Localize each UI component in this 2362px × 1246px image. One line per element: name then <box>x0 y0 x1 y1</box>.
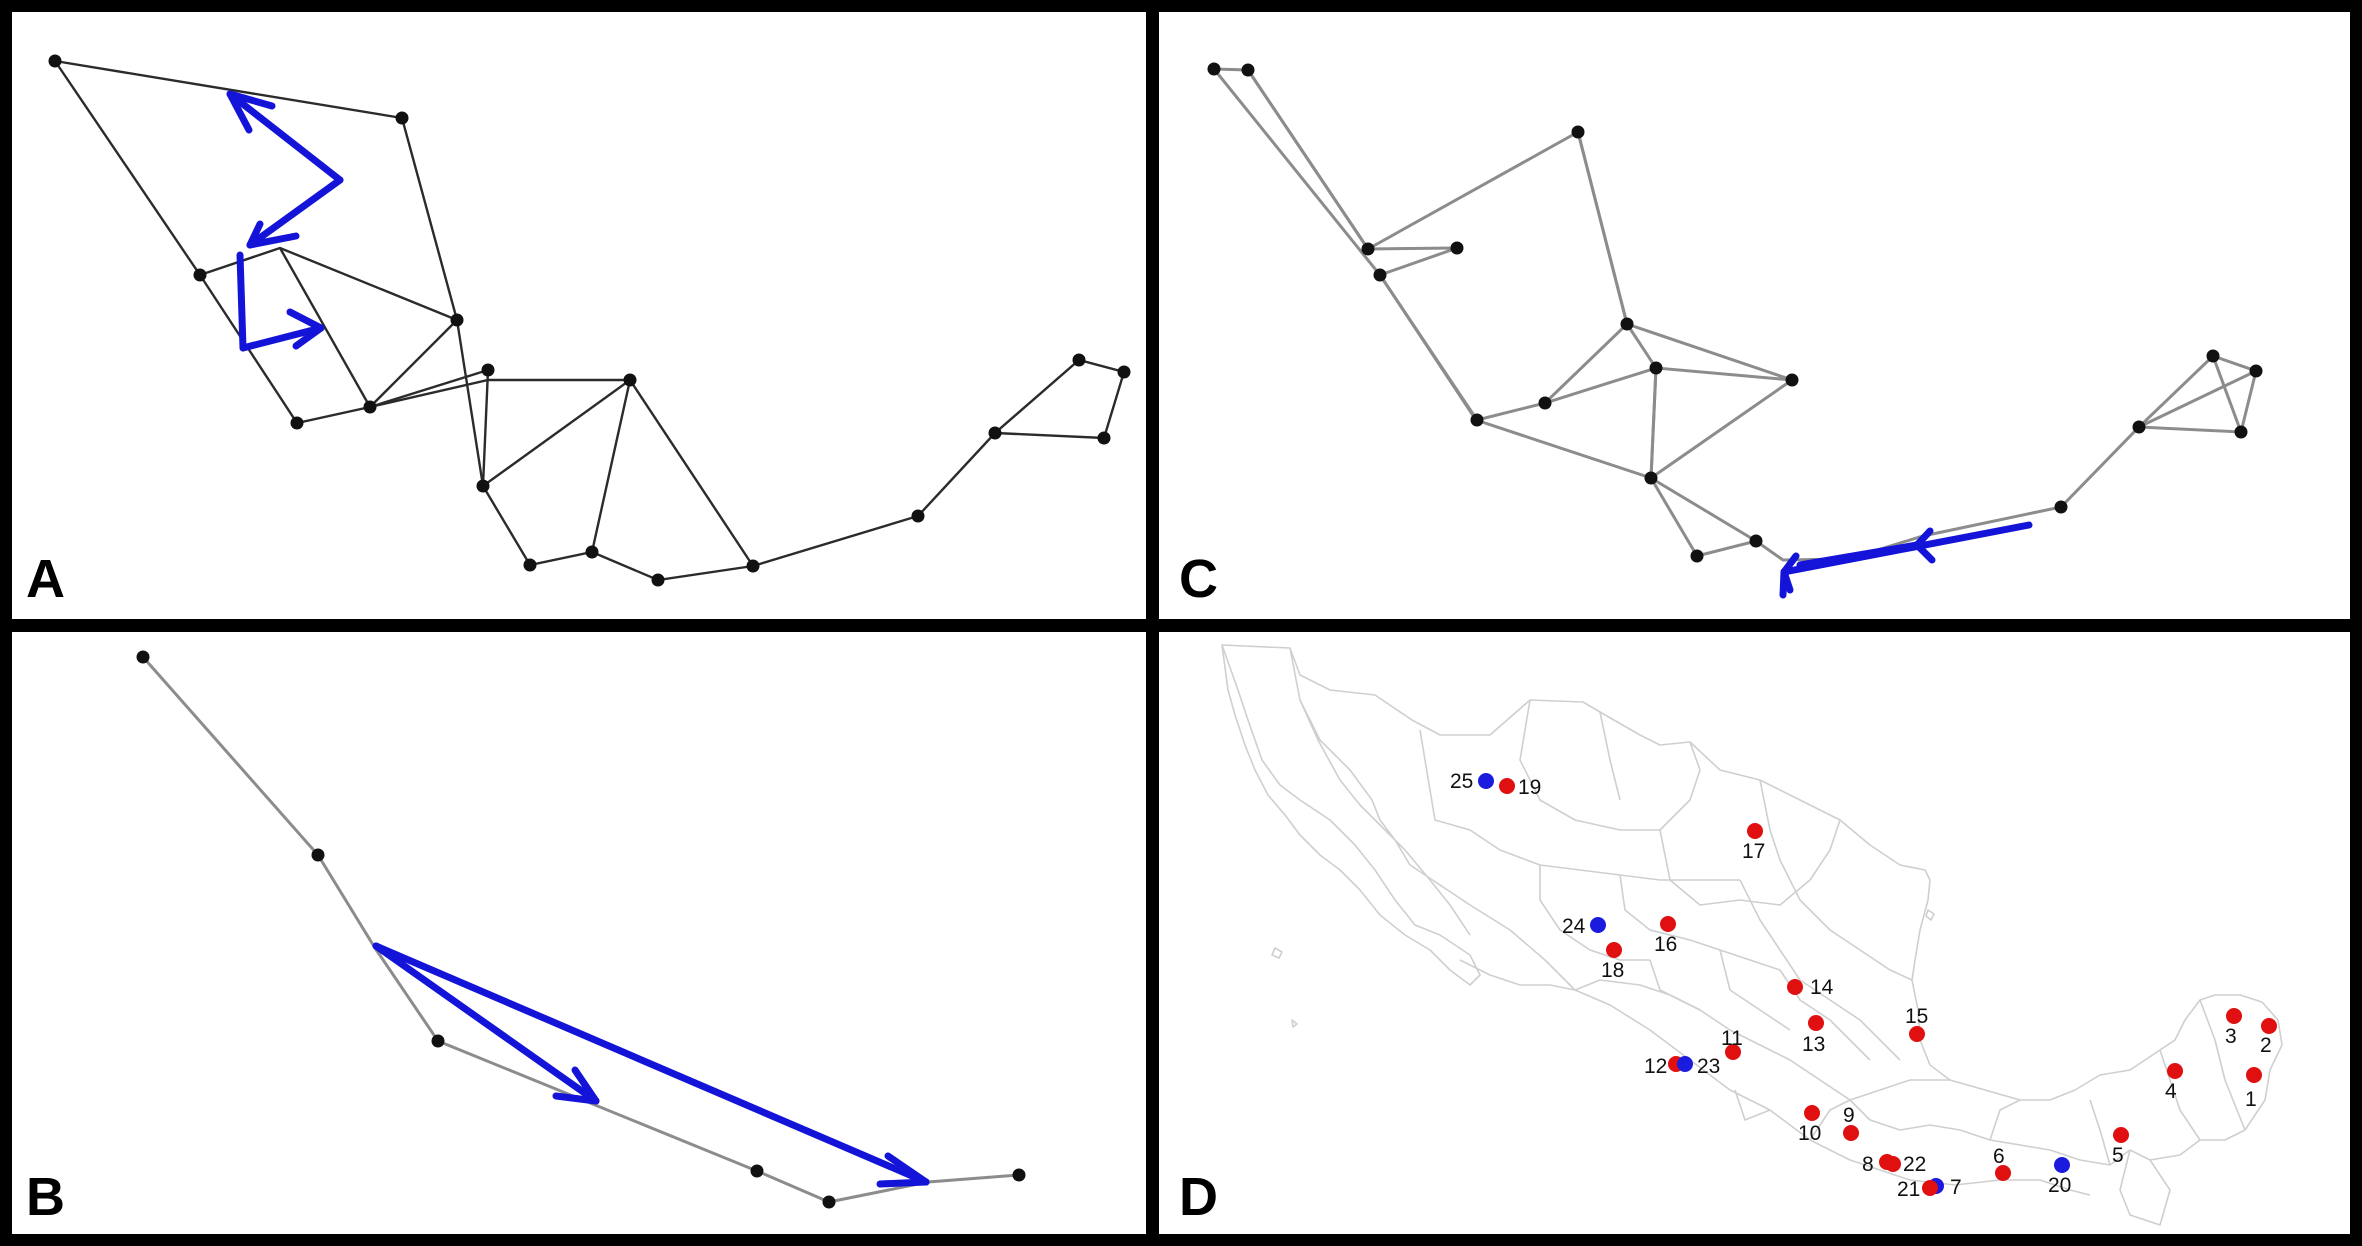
panel-b-migration-arrows <box>372 942 930 1188</box>
site-1-marker <box>2246 1067 2262 1083</box>
site-16-label: 16 <box>1654 933 1677 956</box>
panel-a: A <box>26 54 1131 609</box>
panel-b-letter: B <box>26 1167 65 1227</box>
site-12-label: 12 <box>1644 1055 1667 1078</box>
site-4-marker <box>2167 1063 2183 1079</box>
panel-d-frame <box>1147 620 2362 1246</box>
map-site-markers <box>1478 773 2277 1196</box>
site-2-marker <box>2261 1018 2277 1034</box>
site-13-marker <box>1808 1015 1824 1031</box>
panel-d-letter: D <box>1179 1167 1218 1227</box>
panel-d: 1 2 3 4 5 6 7 8 9 10 11 12 13 14 15 16 1… <box>1179 644 2283 1227</box>
panel-c-migration-arrows <box>1779 521 2033 599</box>
site-1-label: 1 <box>2245 1088 2257 1111</box>
panel-b: B <box>26 650 1026 1227</box>
site-14-label: 14 <box>1810 976 1834 999</box>
panel-a-network-nodes <box>48 54 1131 587</box>
site-7-label: 7 <box>1950 1176 1962 1199</box>
site-25-marker <box>1478 773 1494 789</box>
site-5-label: 5 <box>2112 1144 2124 1167</box>
site-17-marker <box>1747 823 1763 839</box>
site-16-marker <box>1660 916 1676 932</box>
site-21-marker <box>1922 1180 1938 1196</box>
site-3-label: 3 <box>2225 1025 2237 1048</box>
site-9-marker <box>1843 1125 1859 1141</box>
site-6-marker <box>1995 1165 2011 1181</box>
site-24-label: 24 <box>1562 915 1586 938</box>
site-4-label: 4 <box>2165 1080 2177 1103</box>
site-24-marker <box>1590 917 1606 933</box>
panel-a-migration-arrows <box>226 90 344 352</box>
site-11-marker <box>1725 1044 1741 1060</box>
panel-a-letter: A <box>26 549 65 609</box>
site-10-marker <box>1804 1105 1820 1121</box>
site-19-label: 19 <box>1518 776 1541 799</box>
site-15-marker <box>1909 1026 1925 1042</box>
site-15-label: 15 <box>1905 1005 1928 1028</box>
panel-c: C <box>1179 62 2263 609</box>
site-10-label: 10 <box>1798 1122 1821 1145</box>
panel-c-network-nodes <box>1207 62 2263 563</box>
site-14-marker <box>1787 979 1803 995</box>
panel-c-letter: C <box>1179 549 1218 609</box>
site-13-label: 13 <box>1802 1033 1825 1056</box>
site-22-label: 22 <box>1903 1153 1926 1176</box>
site-17-label: 17 <box>1742 840 1765 863</box>
site-5-marker <box>2113 1127 2129 1143</box>
site-22-marker <box>1885 1156 1901 1172</box>
site-20-label: 20 <box>2048 1174 2071 1197</box>
site-23-marker <box>1677 1056 1693 1072</box>
site-21-label: 21 <box>1897 1178 1920 1201</box>
site-23-label: 23 <box>1697 1055 1720 1078</box>
site-8-label: 8 <box>1862 1153 1874 1176</box>
site-2-label: 2 <box>2260 1034 2272 1057</box>
site-11-label: 11 <box>1721 1027 1743 1050</box>
mexico-map-borders <box>1221 644 2283 1226</box>
site-6-label: 6 <box>1993 1145 2005 1168</box>
site-19-marker <box>1499 778 1515 794</box>
site-9-label: 9 <box>1843 1104 1855 1127</box>
site-25-label: 25 <box>1450 770 1473 793</box>
site-18-label: 18 <box>1601 959 1624 982</box>
panel-b-network-nodes <box>136 650 1026 1209</box>
site-3-marker <box>2226 1008 2242 1024</box>
site-18-marker <box>1606 942 1622 958</box>
site-20-marker <box>2054 1157 2070 1173</box>
map-site-labels: 1 2 3 4 5 6 7 8 9 10 11 12 13 14 15 16 1… <box>1450 770 2272 1201</box>
